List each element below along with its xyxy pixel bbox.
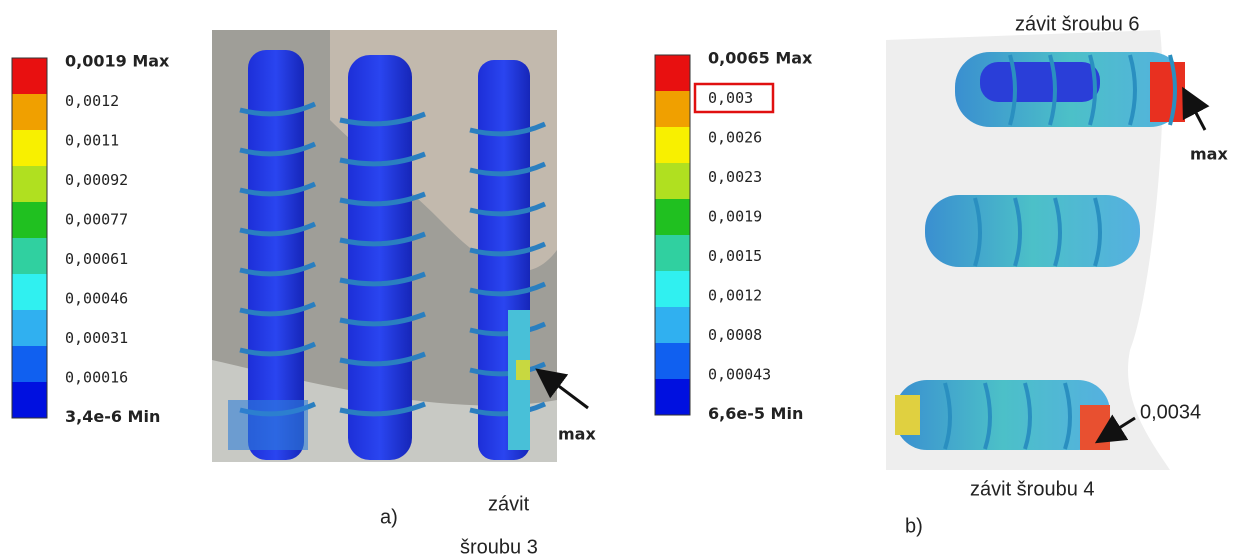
max-label: max xyxy=(1190,145,1228,164)
caption: b) xyxy=(905,515,923,537)
legend-a: 0,0019 Max 0,0012 0,0011 0,00092 0,00077 0,00… xyxy=(12,52,170,427)
legend-swatch xyxy=(655,55,690,91)
figure: 0,0019 Max 0,0012 0,0011 0,00092 0,00077 0,00… xyxy=(0,0,1241,558)
legend-b: 0,0065 Max 0,003 0,0026 0,0023 0,0019 0,0015 0… xyxy=(655,49,813,424)
legend-swatch xyxy=(655,91,690,127)
legend-swatch xyxy=(12,382,47,418)
legend-label: 0,0019 Max xyxy=(65,52,170,71)
legend-label: 0,0012 xyxy=(708,287,762,305)
render-a xyxy=(212,30,588,462)
legend-swatch xyxy=(655,127,690,163)
thread-label: závit xyxy=(488,493,530,515)
legend-swatch xyxy=(655,199,690,235)
legend-label: 0,0026 xyxy=(708,129,762,147)
legend-swatch xyxy=(12,130,47,166)
thread-label: závit šroubu 4 xyxy=(970,478,1095,500)
legend-label: 0,003 xyxy=(708,89,753,107)
legend-label: 0,0065 Max xyxy=(708,49,813,68)
thread-label: šroubu 3 xyxy=(460,536,538,558)
legend-label: 0,0011 xyxy=(65,132,119,150)
legend-swatch xyxy=(12,238,47,274)
legend-label: 0,0023 xyxy=(708,168,762,186)
legend-label: 0,00061 xyxy=(65,250,128,268)
legend-label: 0,00043 xyxy=(708,366,771,384)
legend-swatch xyxy=(12,202,47,238)
thread-label: závit šroubu 6 xyxy=(1015,13,1140,35)
legend-swatch xyxy=(12,58,47,94)
max-label: max xyxy=(558,425,596,444)
legend-label: 0,00031 xyxy=(65,329,128,347)
legend-swatch xyxy=(655,307,690,343)
legend-swatch xyxy=(12,310,47,346)
legend-swatch xyxy=(12,346,47,382)
legend-swatch xyxy=(655,271,690,307)
legend-swatch xyxy=(655,235,690,271)
legend-swatch xyxy=(12,274,47,310)
legend-label: 0,0008 xyxy=(708,326,762,344)
caption: a) xyxy=(380,506,398,528)
legend-swatch xyxy=(655,163,690,199)
legend-swatch xyxy=(655,379,690,415)
legend-label: 0,00092 xyxy=(65,171,128,189)
legend-label: 0,00077 xyxy=(65,211,128,229)
legend-swatch xyxy=(12,166,47,202)
legend-label: 0,00016 xyxy=(65,369,128,387)
legend-label: 6,6e-5 Min xyxy=(708,404,803,423)
legend-label: 0,0019 xyxy=(708,208,762,226)
legend-swatch xyxy=(12,94,47,130)
legend-label: 0,0012 xyxy=(65,92,119,110)
value-label: 0,0034 xyxy=(1140,401,1201,423)
legend-swatch xyxy=(655,343,690,379)
legend-label: 3,4e-6 Min xyxy=(65,407,160,426)
legend-label: 0,0015 xyxy=(708,247,762,265)
legend-label: 0,00046 xyxy=(65,290,128,308)
